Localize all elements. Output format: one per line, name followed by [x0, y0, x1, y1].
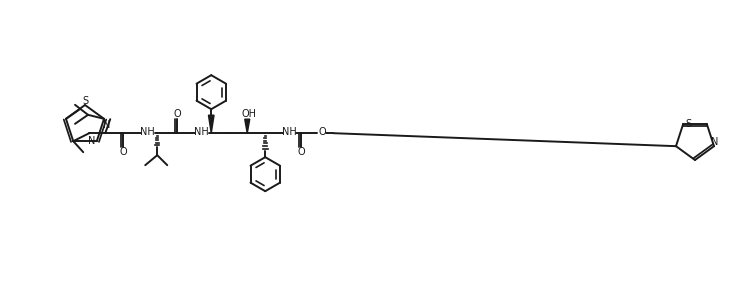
Text: N: N: [102, 120, 110, 130]
Text: O: O: [174, 109, 181, 119]
Text: O: O: [120, 147, 127, 157]
Text: N: N: [88, 136, 96, 146]
Text: NH: NH: [282, 127, 296, 137]
Text: O: O: [318, 127, 326, 137]
Text: S: S: [82, 96, 88, 106]
Text: NH: NH: [194, 127, 208, 137]
Text: S: S: [685, 119, 691, 129]
Text: NH: NH: [140, 127, 155, 137]
Polygon shape: [208, 115, 214, 133]
Text: N: N: [711, 137, 719, 147]
Text: O: O: [298, 147, 305, 157]
Polygon shape: [244, 119, 250, 133]
Text: OH: OH: [241, 109, 256, 119]
